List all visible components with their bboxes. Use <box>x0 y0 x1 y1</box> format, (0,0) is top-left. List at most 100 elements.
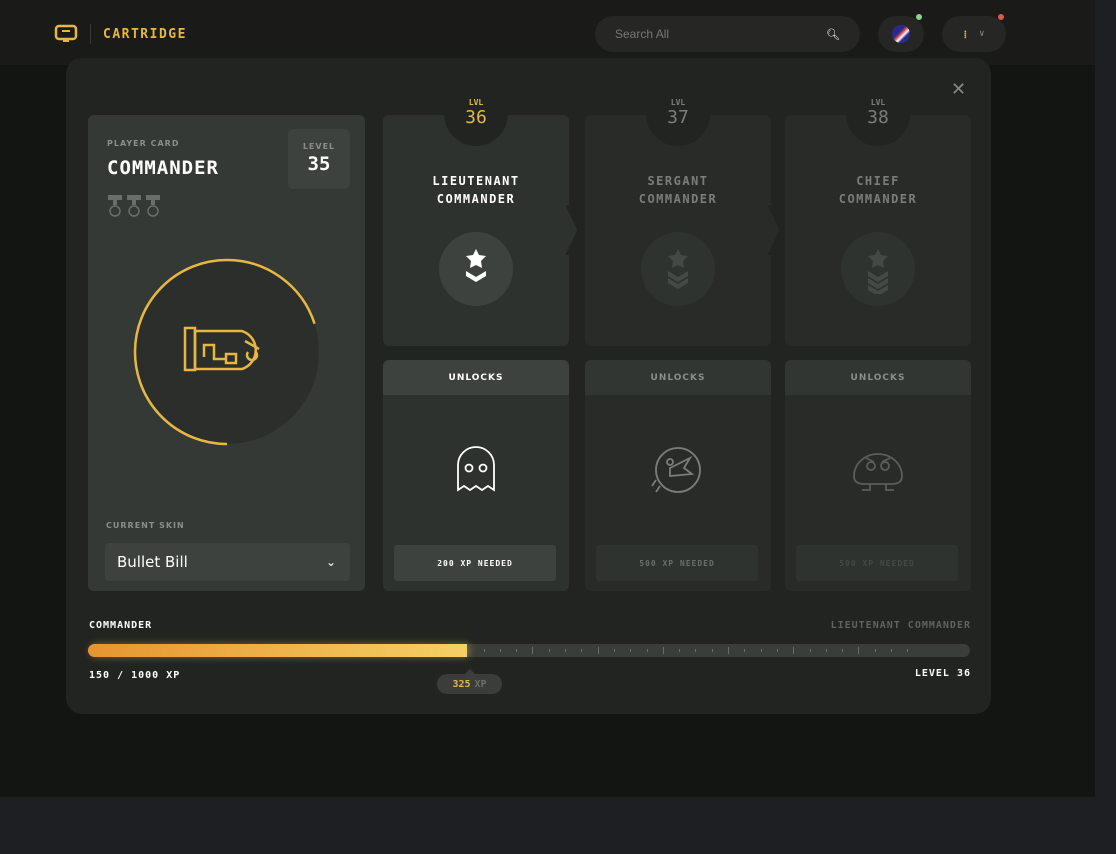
profile-button[interactable] <box>878 14 924 52</box>
goomba-icon <box>853 453 903 491</box>
player-card-label: PLAYER CARD <box>107 139 180 148</box>
lvl-value: 37 <box>667 107 689 128</box>
bar-tick <box>842 649 844 652</box>
medals <box>107 195 161 217</box>
xp-marker-unit: XP <box>474 678 487 690</box>
rank-card[interactable]: LIEUTENANT COMMANDER <box>383 115 569 346</box>
rank-title-line2: COMMANDER <box>638 192 718 206</box>
xp-text: 150 / 1000 XP <box>89 670 181 681</box>
star-chevron-3-icon <box>868 249 888 294</box>
bar-tick <box>613 649 615 652</box>
bar-tick <box>630 649 632 652</box>
rank-title-line1: SERGANT <box>647 174 709 188</box>
bar-tick <box>776 649 778 652</box>
brand-name: CARTRIDGE <box>103 26 187 42</box>
search-icon[interactable]: 🔍︎ <box>826 27 840 41</box>
bar-tick <box>711 649 713 652</box>
search-bar[interactable]: 🔍︎ <box>595 16 860 52</box>
bar-tick <box>662 647 664 654</box>
bar-tick <box>499 649 501 652</box>
search-input[interactable] <box>615 27 815 41</box>
bullet-bill-icon <box>183 326 260 372</box>
lvl-label: LVL <box>468 98 484 107</box>
medal-icon <box>146 195 160 217</box>
bar-tick <box>483 649 485 652</box>
level-badge: LVL 38 <box>846 84 910 146</box>
rank-card[interactable]: CHIEF COMMANDER <box>785 115 971 346</box>
xp-progress-fill <box>88 644 468 657</box>
lvl-label: LVL <box>870 98 886 107</box>
unlock-card: UNLOCKS 200 XP NEEDED <box>383 360 569 591</box>
unlocks-header: UNLOCKS <box>585 360 771 395</box>
bar-tick <box>532 647 534 654</box>
bar-tick <box>565 649 567 652</box>
rank-card[interactable]: SERGANT COMMANDER <box>585 115 771 346</box>
bar-tick <box>809 649 811 652</box>
chomp-icon <box>651 447 701 493</box>
notification-dot <box>998 14 1004 20</box>
rank-title-line1: CHIEF <box>856 174 900 188</box>
bar-tick <box>646 649 648 652</box>
divider <box>90 24 91 44</box>
bar-tick <box>874 649 876 652</box>
menu-button[interactable]: ⁞ ∨ <box>942 14 1006 52</box>
xp-progress-bar <box>88 644 970 657</box>
rank-emblem <box>439 232 513 306</box>
bar-tick <box>858 647 860 654</box>
player-card: PLAYER CARD COMMANDER LEVEL 35 CURRENT S… <box>88 115 365 591</box>
unlocks-header: UNLOCKS <box>785 360 971 395</box>
lvl-label: LVL <box>670 98 686 107</box>
xp-marker-tooltip: 325 XP <box>437 669 502 694</box>
current-rank-label: COMMANDER <box>89 620 153 631</box>
ring-progress-arc <box>133 258 321 446</box>
unlock-card: UNLOCKS 500 XP NEEDED <box>585 360 771 591</box>
chevron-right-icon <box>767 205 783 255</box>
lvl-value: 36 <box>465 107 487 128</box>
next-rank-label: LIEUTENANT COMMANDER <box>830 620 971 631</box>
ghost-icon <box>457 446 495 492</box>
medal-icon <box>108 195 122 217</box>
bar-tick <box>581 649 583 652</box>
skin-select[interactable]: Bullet Bill ⌄ <box>105 543 350 581</box>
rank-emblem <box>641 232 715 306</box>
level-box: LEVEL 35 <box>288 129 350 189</box>
bar-tick <box>907 649 909 652</box>
xp-needed-button[interactable]: 500 XP NEEDED <box>796 545 958 581</box>
bar-tick <box>695 649 697 652</box>
avatar <box>892 25 910 43</box>
online-status-dot <box>916 14 922 20</box>
bar-tick <box>597 647 599 654</box>
unlock-card: UNLOCKS 500 XP NEEDED <box>785 360 971 591</box>
bar-tick <box>793 647 795 654</box>
top-bar: CARTRIDGE 🔍︎ ⁞ ∨ <box>0 0 1095 65</box>
star-chevron-1-icon <box>466 249 486 282</box>
chevron-right-icon <box>565 205 581 255</box>
level-value: 35 <box>307 153 331 175</box>
bar-tick <box>728 647 730 654</box>
close-icon[interactable]: ✕ <box>951 79 967 100</box>
bar-tick <box>548 649 550 652</box>
logo[interactable]: CARTRIDGE <box>54 24 187 44</box>
bar-tick <box>891 649 893 652</box>
current-skin-label: CURRENT SKIN <box>106 521 185 530</box>
level-label: LEVEL <box>302 142 336 151</box>
lvl-value: 38 <box>867 107 889 128</box>
xp-needed-button[interactable]: 200 XP NEEDED <box>394 545 556 581</box>
controller-icon: ⁞ <box>963 27 968 41</box>
chevron-down-icon: ⌄ <box>325 555 336 569</box>
rank-emblem <box>841 232 915 306</box>
rank-title-line1: LIEUTENANT <box>432 174 520 188</box>
star-chevron-2-icon <box>668 249 688 289</box>
xp-marker-value: 325 <box>452 678 471 690</box>
level-badge: LVL 37 <box>646 84 710 146</box>
rank-title-line2: COMMANDER <box>436 192 516 206</box>
cartridge-logo-icon <box>54 24 78 42</box>
rank-title: COMMANDER <box>107 157 219 179</box>
xp-needed-button[interactable]: 500 XP NEEDED <box>596 545 758 581</box>
bar-tick <box>516 649 518 652</box>
unlocks-header: UNLOCKS <box>383 360 569 395</box>
medal-icon <box>127 195 141 217</box>
level-badge: LVL 36 <box>444 84 508 146</box>
chevron-down-icon: ∨ <box>979 29 985 39</box>
next-level-label: LEVEL 36 <box>914 668 971 679</box>
